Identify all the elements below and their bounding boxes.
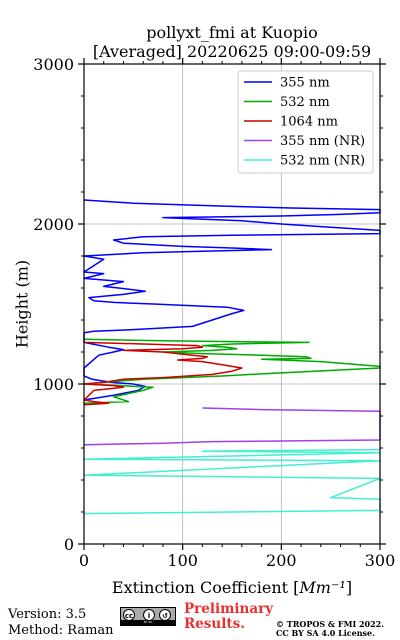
x-tick-label: 300 — [365, 551, 396, 570]
legend-label: 355 nm — [280, 76, 330, 91]
y-tick-label: 0 — [64, 535, 74, 554]
x-tick-label: 100 — [167, 551, 198, 570]
y-axis-label: Height (m) — [13, 260, 32, 348]
preliminary-line-1: Preliminary — [184, 601, 274, 617]
series-group — [83, 199, 381, 515]
y-tick-label: 1000 — [33, 375, 74, 394]
chart-title: pollyxt_fmi at Kuopio — [146, 23, 318, 42]
copyright-line-2: CC BY SA 4.0 License. — [276, 628, 375, 638]
series-line-3 — [83, 407, 381, 446]
legend-label: 355 nm (NR) — [280, 134, 365, 149]
preliminary-note: Preliminary Results. — [184, 602, 273, 632]
legend-box — [237, 70, 374, 174]
chart-subtitle: [Averaged] 20220625 09:00-09:59 — [92, 42, 372, 61]
legend-label: 532 nm — [280, 95, 330, 110]
x-tick-label: 200 — [266, 551, 297, 570]
copyright-note: © TROPOS & FMI 2022. CC BY SA 4.0 Licens… — [276, 620, 384, 638]
y-tick-label: 3000 — [33, 55, 74, 74]
plot-frame — [83, 63, 381, 545]
version-text: Version: 3.5 Method: Raman — [8, 607, 114, 639]
legend-label: 532 nm (NR) — [280, 154, 365, 169]
legend-label: 1064 nm — [280, 115, 338, 130]
legend: 355 nm 532 nm 1064 nm 355 nm (NR) 532 nm (NR… — [237, 70, 374, 174]
x-axis-label: Extinction Coefficient [Mm⁻¹] — [112, 578, 352, 597]
copyright-line-1: © TROPOS & FMI 2022. — [276, 619, 385, 629]
cc-license-badge: cc i ↺ BY SA — [120, 607, 176, 626]
y-tick-label: 2000 — [33, 215, 74, 234]
version-label: Version: 3.5 — [8, 607, 87, 622]
preliminary-line-2: Results. — [184, 616, 245, 632]
license-badge-text: BY SA — [121, 620, 175, 625]
series-line-0 — [83, 199, 381, 401]
series-line-2 — [83, 341, 243, 406]
method-label: Method: Raman — [8, 623, 114, 638]
x-tick-label: 0 — [79, 551, 89, 570]
series-line-4 — [83, 448, 381, 515]
